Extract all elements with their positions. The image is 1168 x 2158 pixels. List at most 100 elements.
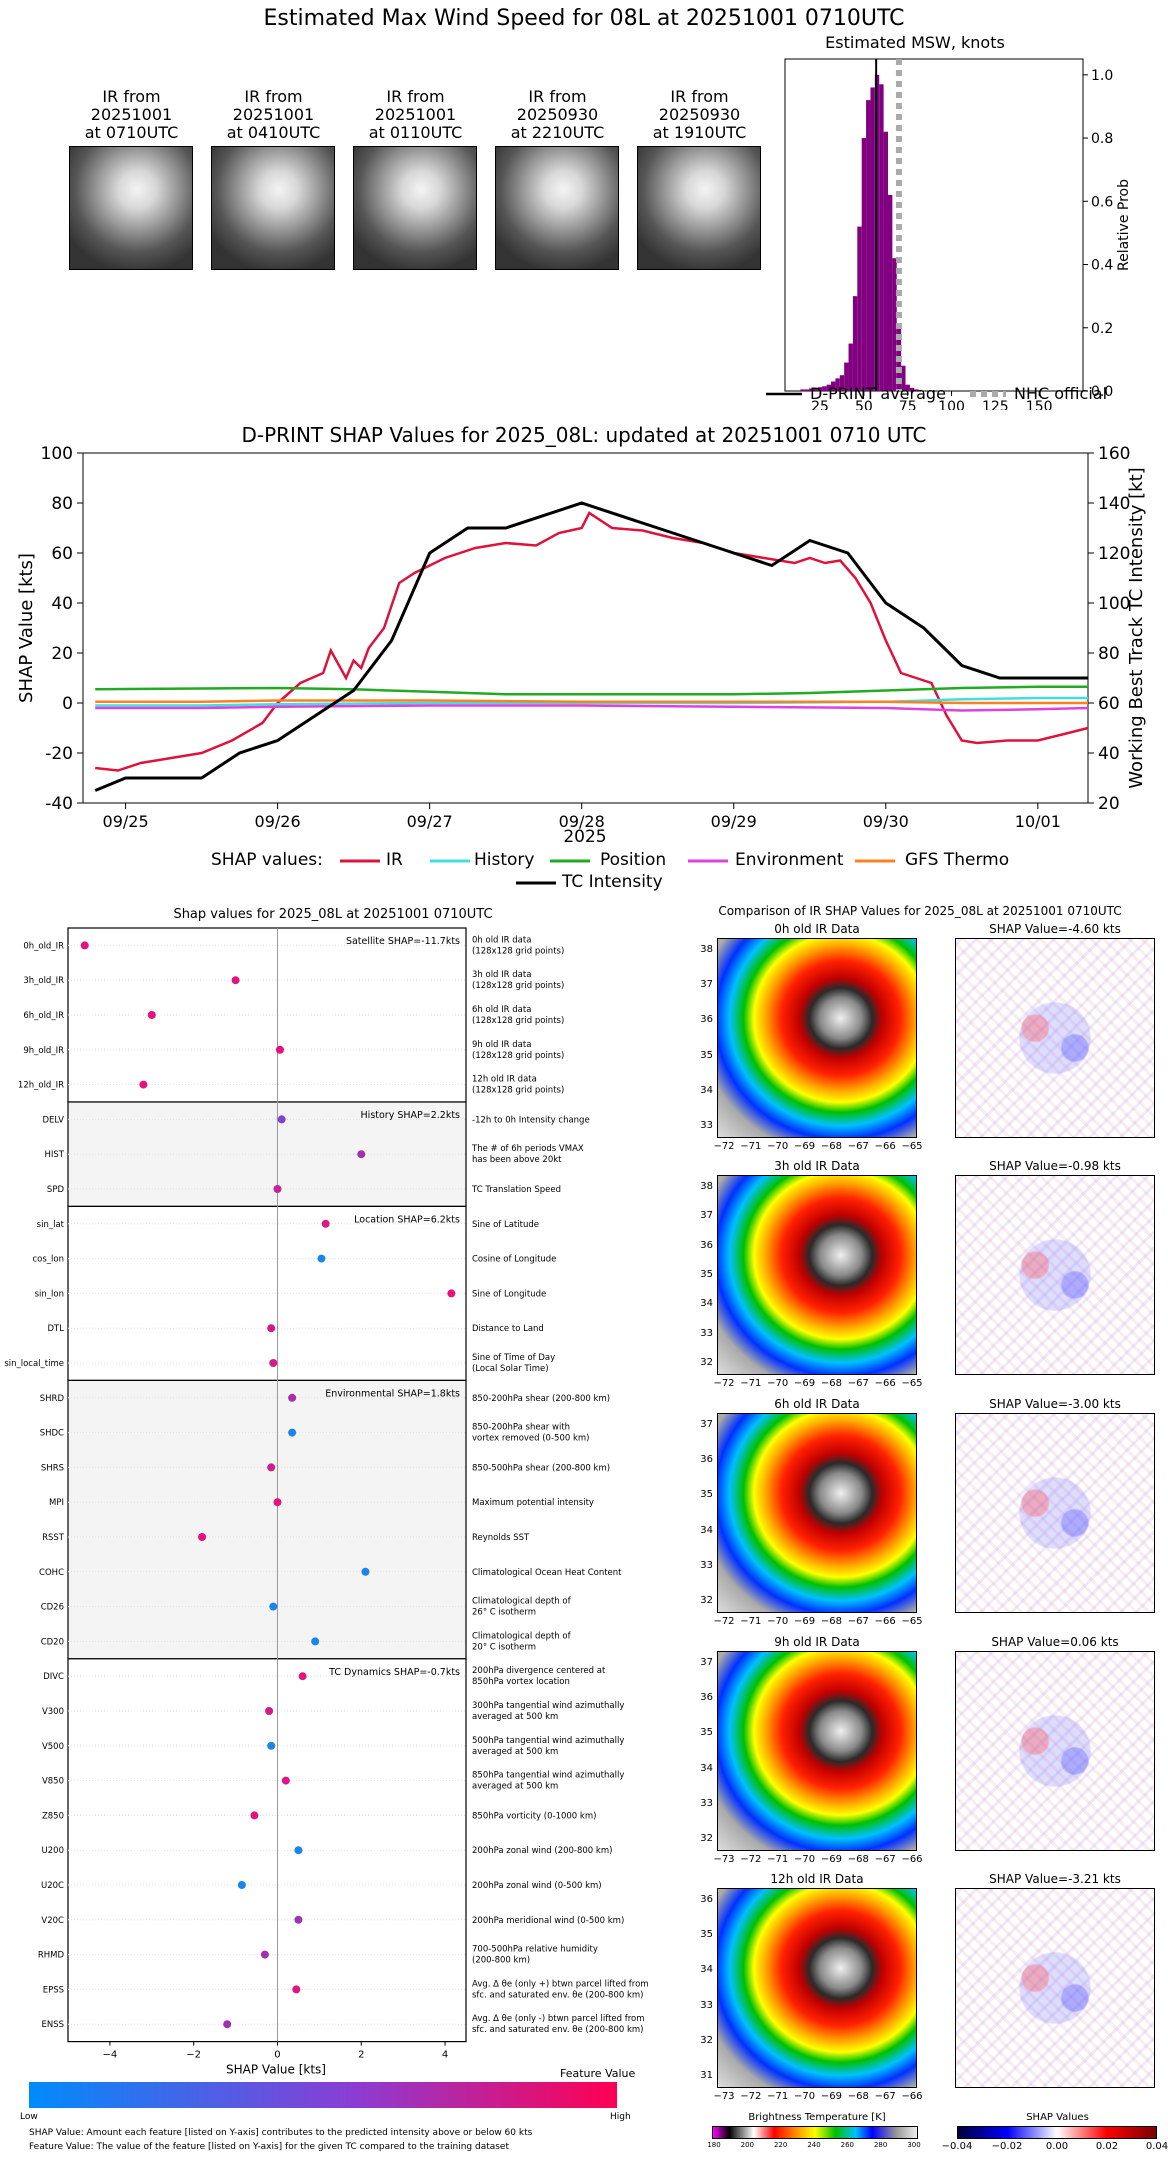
page-title: Estimated Max Wind Speed for 08L at 2025… bbox=[263, 6, 905, 31]
feature-description: (128x128 grid points) bbox=[472, 1051, 564, 1061]
dprint-average-legend-label: D-PRINT average bbox=[810, 384, 946, 403]
msw-ytick-label: 0.2 bbox=[1091, 321, 1113, 337]
ir-panel-title: 0h old IR Data bbox=[774, 922, 860, 936]
feature-name-label: CD20 bbox=[41, 1637, 64, 1647]
feature-shap-point bbox=[267, 1463, 276, 1472]
ts-y2tick-label: 160 bbox=[1098, 444, 1130, 464]
ir-thumbnail-label-line: 20251001 bbox=[90, 105, 173, 124]
ir-xtick-label: −69 bbox=[794, 1378, 816, 1389]
feature-name-label: V500 bbox=[42, 1742, 64, 1752]
ir-ytick-label: 33 bbox=[700, 1559, 713, 1571]
feature-description: -12h to 0h Intensity change bbox=[472, 1115, 590, 1125]
feature-shap-point bbox=[198, 1533, 207, 1541]
ir-xtick-label: −66 bbox=[901, 2091, 923, 2102]
shap-timeseries-y2label: Working Best Track TC Intensity [kt] bbox=[1126, 467, 1147, 788]
msw-bar bbox=[835, 378, 840, 391]
series-line-environment bbox=[95, 704, 1089, 712]
legend-line-tc-intensity bbox=[516, 881, 556, 885]
feature-name-label: DTL bbox=[48, 1324, 65, 1334]
feature-shap-point bbox=[80, 941, 89, 950]
shap-timeseries-frame bbox=[82, 452, 1089, 804]
ir-ytick-label: 34 bbox=[700, 1298, 713, 1310]
ir-ytick-label: 38 bbox=[700, 1181, 713, 1192]
feature-description: has been above 20kt bbox=[472, 1155, 562, 1165]
shap-timeseries-chart: D-PRINT SHAP Values for 2025_08L: update… bbox=[16, 423, 1147, 847]
bt-tick-label: 180 bbox=[707, 2141, 721, 2149]
feature-description: 850hPa tangential wind azimuthally bbox=[472, 1771, 624, 1781]
feature-description: 3h old IR data bbox=[472, 970, 531, 980]
msw-bar bbox=[844, 362, 849, 391]
feature-description: (200-800 km) bbox=[472, 1956, 530, 1966]
ir-thumbnail-image bbox=[211, 146, 335, 270]
ir-xtick-label: −66 bbox=[901, 1854, 923, 1865]
ir-thumbnail-label-line: at 2210UTC bbox=[510, 123, 605, 142]
ir-thumbnail-label: IR from 20251001 at 0110UTC bbox=[353, 88, 478, 142]
msw-title: Estimated MSW, knots bbox=[825, 33, 1005, 52]
ir-ytick-label: 38 bbox=[700, 944, 713, 955]
ir-ytick-label: 37 bbox=[700, 979, 713, 991]
ir-xtick-label: −71 bbox=[767, 2091, 789, 2102]
legend-label-tc-intensity: TC Intensity bbox=[562, 872, 663, 892]
ts-ytick-label: -20 bbox=[45, 744, 73, 764]
msw-xtick-label: 100 bbox=[938, 399, 965, 410]
msw-bar bbox=[861, 138, 867, 391]
ts-y2tick-label: 60 bbox=[1098, 694, 1120, 714]
ts-xtick-label: 10/01 bbox=[1015, 812, 1061, 831]
footnote-feature-value: Feature Value: The value of the feature … bbox=[29, 2142, 510, 2152]
feature-description: 500hPa tangential wind azimuthally bbox=[472, 1736, 624, 1746]
ts-xtick-label: 09/26 bbox=[255, 812, 301, 831]
feature-description: TC Translation Speed bbox=[471, 1185, 561, 1195]
feature-xtick-label: 2 bbox=[358, 2050, 364, 2061]
feature-shap-point bbox=[447, 1289, 456, 1298]
feature-shap-point bbox=[269, 1359, 278, 1367]
msw-bar bbox=[822, 386, 827, 391]
ir-thumbnail-label-line: at 0110UTC bbox=[368, 123, 463, 142]
ir-xtick-label: −70 bbox=[767, 1616, 789, 1627]
feature-shap-point bbox=[288, 1428, 297, 1437]
feature-description: averaged at 500 km bbox=[472, 1747, 558, 1757]
feature-description: 850hPa vortex location bbox=[472, 1677, 570, 1687]
feature-name-label: cos_lon bbox=[32, 1255, 64, 1265]
feature-shap-point bbox=[281, 1776, 290, 1785]
feature-description: Climatological Ocean Heat Content bbox=[472, 1568, 622, 1578]
feature-group-label: TC Dynamics SHAP=-0.7kts bbox=[328, 1667, 460, 1678]
feature-description: vortex removed (0-500 km) bbox=[472, 1434, 589, 1444]
ir-image-panel bbox=[717, 1651, 917, 1851]
shap-panel-title: SHAP Value=-0.98 kts bbox=[989, 1159, 1121, 1173]
ir-thumbnail-label-line: 20251001 bbox=[374, 105, 457, 124]
shap-timeseries-legend: SHAP values: IR History Position Environ… bbox=[0, 846, 1168, 894]
ts-y2tick-label: 120 bbox=[1098, 544, 1130, 564]
feature-shap-point bbox=[311, 1637, 320, 1646]
msw-ytick-label: 0.0 bbox=[1091, 384, 1113, 400]
msw-bar bbox=[800, 389, 805, 391]
feature-name-label: sin_local_time bbox=[4, 1359, 64, 1369]
ir-ytick-label: 34 bbox=[700, 1964, 713, 1976]
feature-shap-point bbox=[269, 1602, 278, 1611]
ir-thumbnail-label-line: IR from bbox=[102, 87, 161, 106]
ir-ytick-label: 35 bbox=[700, 1929, 713, 1941]
ir-xtick-label: −69 bbox=[820, 2091, 842, 2102]
ts-xtick-label: 09/30 bbox=[863, 812, 909, 831]
feature-description: 20° C isotherm bbox=[472, 1642, 536, 1652]
feature-shap-point bbox=[321, 1219, 330, 1228]
feature-group-label: Location SHAP=6.2kts bbox=[354, 1214, 460, 1225]
msw-bar bbox=[826, 384, 832, 391]
feature-name-label: ENSS bbox=[41, 2020, 64, 2030]
feature-shap-chart: Shap values for 2025_08L at 20251001 071… bbox=[4, 907, 648, 2077]
feature-name-label: CD26 bbox=[41, 1603, 64, 1613]
bt-tick-label: 260 bbox=[840, 2141, 855, 2149]
feature-description: averaged at 500 km bbox=[472, 1712, 558, 1722]
nhc-official-legend-line bbox=[970, 391, 1006, 397]
feature-name-label: 3h_old_IR bbox=[23, 976, 64, 986]
ir-thumbnail-label-line: at 1910UTC bbox=[652, 123, 747, 142]
ir-xtick-label: −71 bbox=[740, 1616, 762, 1627]
msw-ytick-label: 1.0 bbox=[1091, 68, 1113, 84]
legend-line-history bbox=[430, 859, 470, 863]
feature-name-label: 9h_old_IR bbox=[23, 1046, 64, 1056]
feature-name-label: 6h_old_IR bbox=[23, 1011, 64, 1021]
feature-xtick-label: −4 bbox=[103, 2050, 118, 2061]
feature-description: (128x128 grid points) bbox=[472, 946, 564, 956]
ir-ytick-label: 35 bbox=[700, 1049, 713, 1061]
legend-label-gfs-thermo: GFS Thermo bbox=[905, 850, 1010, 870]
shap-heatmap-panel bbox=[955, 1888, 1155, 2088]
